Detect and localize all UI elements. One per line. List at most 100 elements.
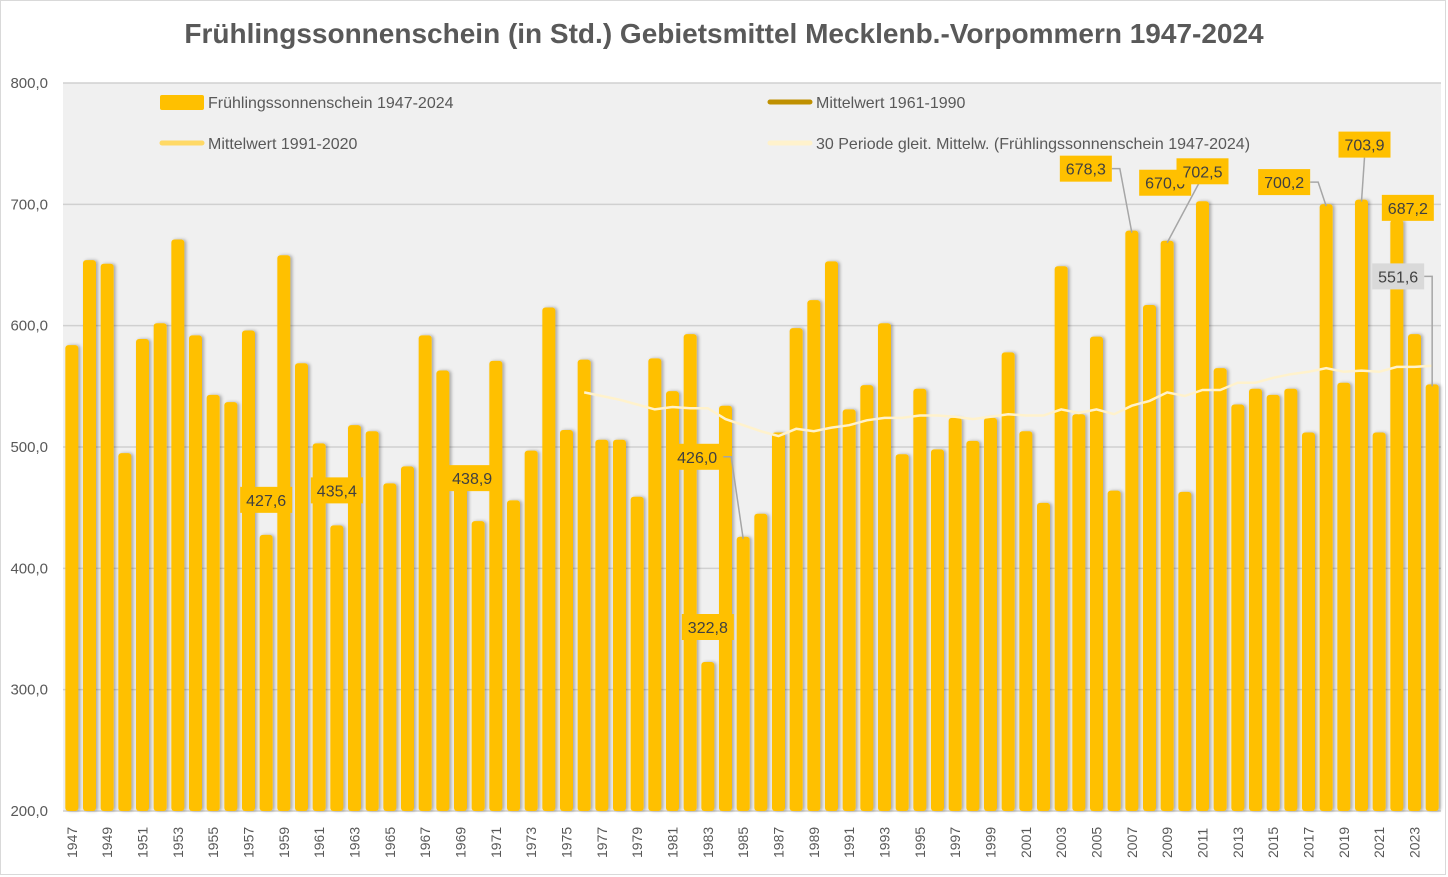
data-label-1983: 322,8	[681, 614, 734, 641]
x-tick-label: 1951	[135, 827, 151, 858]
legend-item: Mittelwert 1961-1990	[767, 95, 966, 112]
data-label-2011: 702,5	[1176, 158, 1229, 185]
bar-1948	[83, 260, 96, 811]
bar-1980	[648, 358, 662, 811]
x-tick-label: 2019	[1336, 827, 1352, 858]
data-label-2022: 687,2	[1381, 194, 1434, 221]
bar-1949	[100, 263, 114, 812]
data-label-box	[446, 465, 499, 492]
bar-1970	[471, 521, 485, 811]
bar-1982	[683, 334, 697, 811]
data-label-box	[681, 614, 734, 641]
data-label-2020: 703,9	[1338, 131, 1391, 202]
bar-1994	[895, 454, 909, 811]
x-tick-label: 2015	[1265, 827, 1281, 858]
data-label-box	[1338, 131, 1391, 158]
bar-1972	[507, 500, 520, 811]
bar-1959	[277, 255, 291, 811]
x-tick-label: 1981	[665, 827, 681, 858]
legend-label: Mittelwert 1961-1990	[816, 95, 966, 112]
x-tick-label: 1995	[912, 827, 928, 858]
bar-1996	[931, 449, 944, 811]
x-tick-label: 1969	[453, 827, 469, 858]
bar-2024	[1425, 384, 1439, 811]
x-tick-label: 1961	[311, 827, 327, 858]
bar-1947	[65, 345, 79, 811]
bar-1973	[524, 450, 538, 811]
bar-1995	[913, 388, 927, 811]
data-label-box	[1381, 194, 1434, 221]
data-label-text: 435,4	[317, 483, 357, 500]
bar-1998	[966, 440, 980, 811]
bar-1981	[666, 391, 679, 811]
legend-item: 30 Periode gleit. Mittelw. (Frühlingsson…	[767, 136, 1250, 153]
bar-1984	[719, 405, 732, 811]
data-label-text: 426,0	[677, 450, 717, 467]
x-tick-label: 1983	[700, 827, 716, 858]
bar-2012	[1213, 368, 1227, 811]
bar-1965	[383, 483, 397, 811]
bar-2014	[1249, 388, 1262, 811]
bar-1950	[118, 453, 132, 811]
legend-label: Frühlingssonnenschein 1947-2024	[208, 95, 454, 112]
data-label-text: 687,2	[1388, 201, 1428, 218]
x-tick-label: 1999	[983, 827, 999, 858]
bar-1968	[436, 370, 450, 811]
x-tick-label: 1949	[99, 827, 115, 858]
bar-2001	[1019, 431, 1033, 811]
data-label-text: 678,3	[1066, 162, 1106, 179]
bar-1976	[577, 359, 591, 811]
legend-swatch	[160, 95, 204, 110]
bar-2004	[1072, 414, 1086, 811]
y-tick-label: 400,0	[10, 560, 48, 577]
bar-1955	[206, 394, 220, 811]
x-tick-label: 1957	[241, 827, 257, 858]
bar-2000	[1001, 352, 1015, 811]
bar-1989	[807, 300, 821, 811]
legend-item: Mittelwert 1991-2020	[159, 136, 358, 153]
data-label-2024: 551,6	[1372, 263, 1433, 387]
data-label-text: 322,8	[688, 620, 728, 637]
bar-2007	[1125, 230, 1139, 812]
bar-1979	[630, 496, 644, 811]
data-label-box	[671, 443, 724, 470]
x-tick-label: 1975	[559, 827, 575, 858]
bar-2021	[1372, 432, 1386, 811]
data-label-box	[1372, 263, 1425, 290]
bar-1986	[754, 513, 768, 811]
bar-1969	[454, 478, 467, 811]
y-tick-label: 300,0	[10, 682, 48, 699]
data-label-box	[1059, 155, 1112, 182]
data-label-box	[240, 486, 293, 513]
x-tick-label: 2001	[1018, 827, 1034, 858]
x-tick-label: 2021	[1371, 827, 1387, 858]
bar-2022	[1390, 219, 1404, 811]
x-tick-label: 1967	[417, 827, 433, 858]
bar-1953	[171, 239, 185, 811]
bar-1961	[312, 443, 326, 811]
bar-1997	[948, 417, 962, 811]
data-label-2018: 700,2	[1258, 169, 1327, 207]
data-label-1962: 435,4	[310, 477, 363, 504]
leader-line	[723, 456, 744, 539]
bar-1999	[984, 417, 997, 811]
leader-line	[1111, 167, 1133, 233]
data-label-box	[1258, 169, 1311, 196]
bar-1990	[825, 261, 838, 811]
bar-1987	[772, 432, 785, 811]
bar-1977	[595, 439, 609, 811]
leader-line	[1310, 181, 1327, 207]
data-label-text: 670,0	[1145, 176, 1185, 193]
bar-2008	[1143, 305, 1156, 811]
bar-2013	[1231, 404, 1245, 811]
x-tick-label: 1977	[594, 827, 610, 858]
bar-2009	[1160, 240, 1174, 811]
bar-1967	[418, 335, 432, 811]
data-label-text: 551,6	[1378, 269, 1418, 286]
bar-2020	[1355, 199, 1368, 812]
bar-2010	[1178, 491, 1192, 811]
x-tick-label: 2023	[1407, 827, 1423, 858]
bar-1993	[878, 323, 891, 811]
bar-1988	[789, 328, 803, 811]
